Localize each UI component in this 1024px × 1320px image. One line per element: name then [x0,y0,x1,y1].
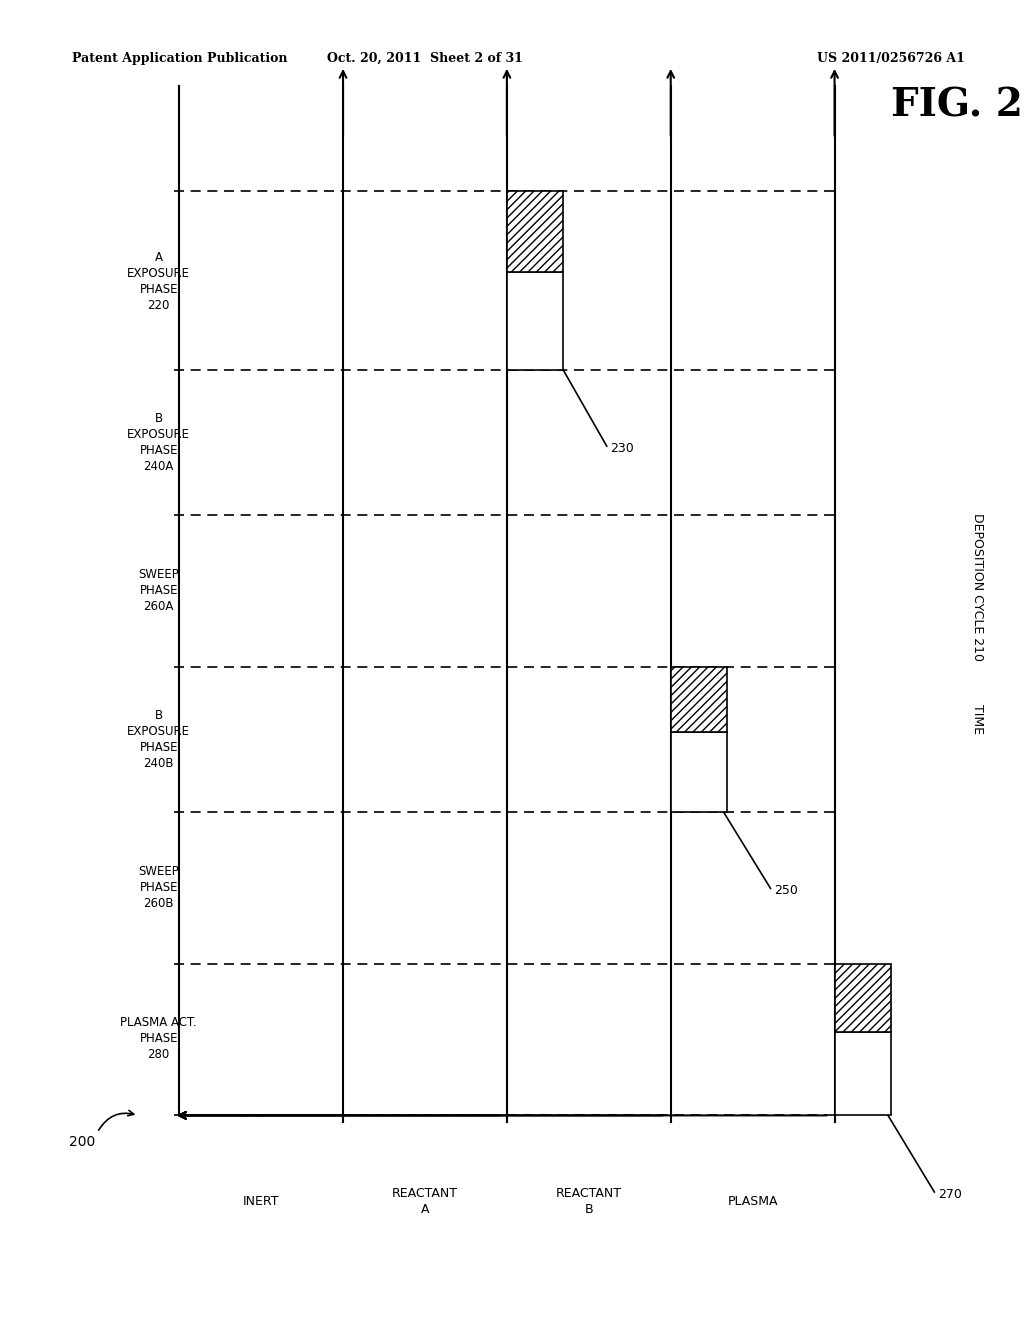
Bar [835,1032,891,1115]
Text: REACTANT
A: REACTANT A [392,1187,458,1216]
Text: Oct. 20, 2011  Sheet 2 of 31: Oct. 20, 2011 Sheet 2 of 31 [327,51,523,65]
Text: B
EXPOSURE
PHASE
240A: B EXPOSURE PHASE 240A [127,412,190,473]
Text: SWEEP
PHASE
260A: SWEEP PHASE 260A [138,568,179,612]
Text: B
EXPOSURE
PHASE
240B: B EXPOSURE PHASE 240B [127,709,190,770]
Text: US 2011/0256726 A1: US 2011/0256726 A1 [817,51,965,65]
Bar [671,667,727,731]
Text: TIME: TIME [972,705,984,734]
Text: INERT: INERT [243,1195,280,1208]
Text: 230: 230 [610,442,634,455]
Text: FIG. 2: FIG. 2 [891,87,1023,124]
Text: 270: 270 [938,1188,962,1201]
Text: A
EXPOSURE
PHASE
220: A EXPOSURE PHASE 220 [127,251,190,312]
Text: PLASMA ACT.
PHASE
280: PLASMA ACT. PHASE 280 [121,1016,197,1061]
Text: DEPOSITION CYCLE 210: DEPOSITION CYCLE 210 [972,513,984,661]
Text: PLASMA: PLASMA [727,1195,778,1208]
Text: REACTANT
B: REACTANT B [556,1187,622,1216]
Text: 200: 200 [69,1135,95,1148]
Bar [507,191,563,272]
Bar [507,272,563,370]
Bar [835,964,891,1032]
Text: Patent Application Publication: Patent Application Publication [72,51,287,65]
Bar [671,731,727,812]
Text: 250: 250 [774,884,798,898]
Text: SWEEP
PHASE
260B: SWEEP PHASE 260B [138,865,179,909]
